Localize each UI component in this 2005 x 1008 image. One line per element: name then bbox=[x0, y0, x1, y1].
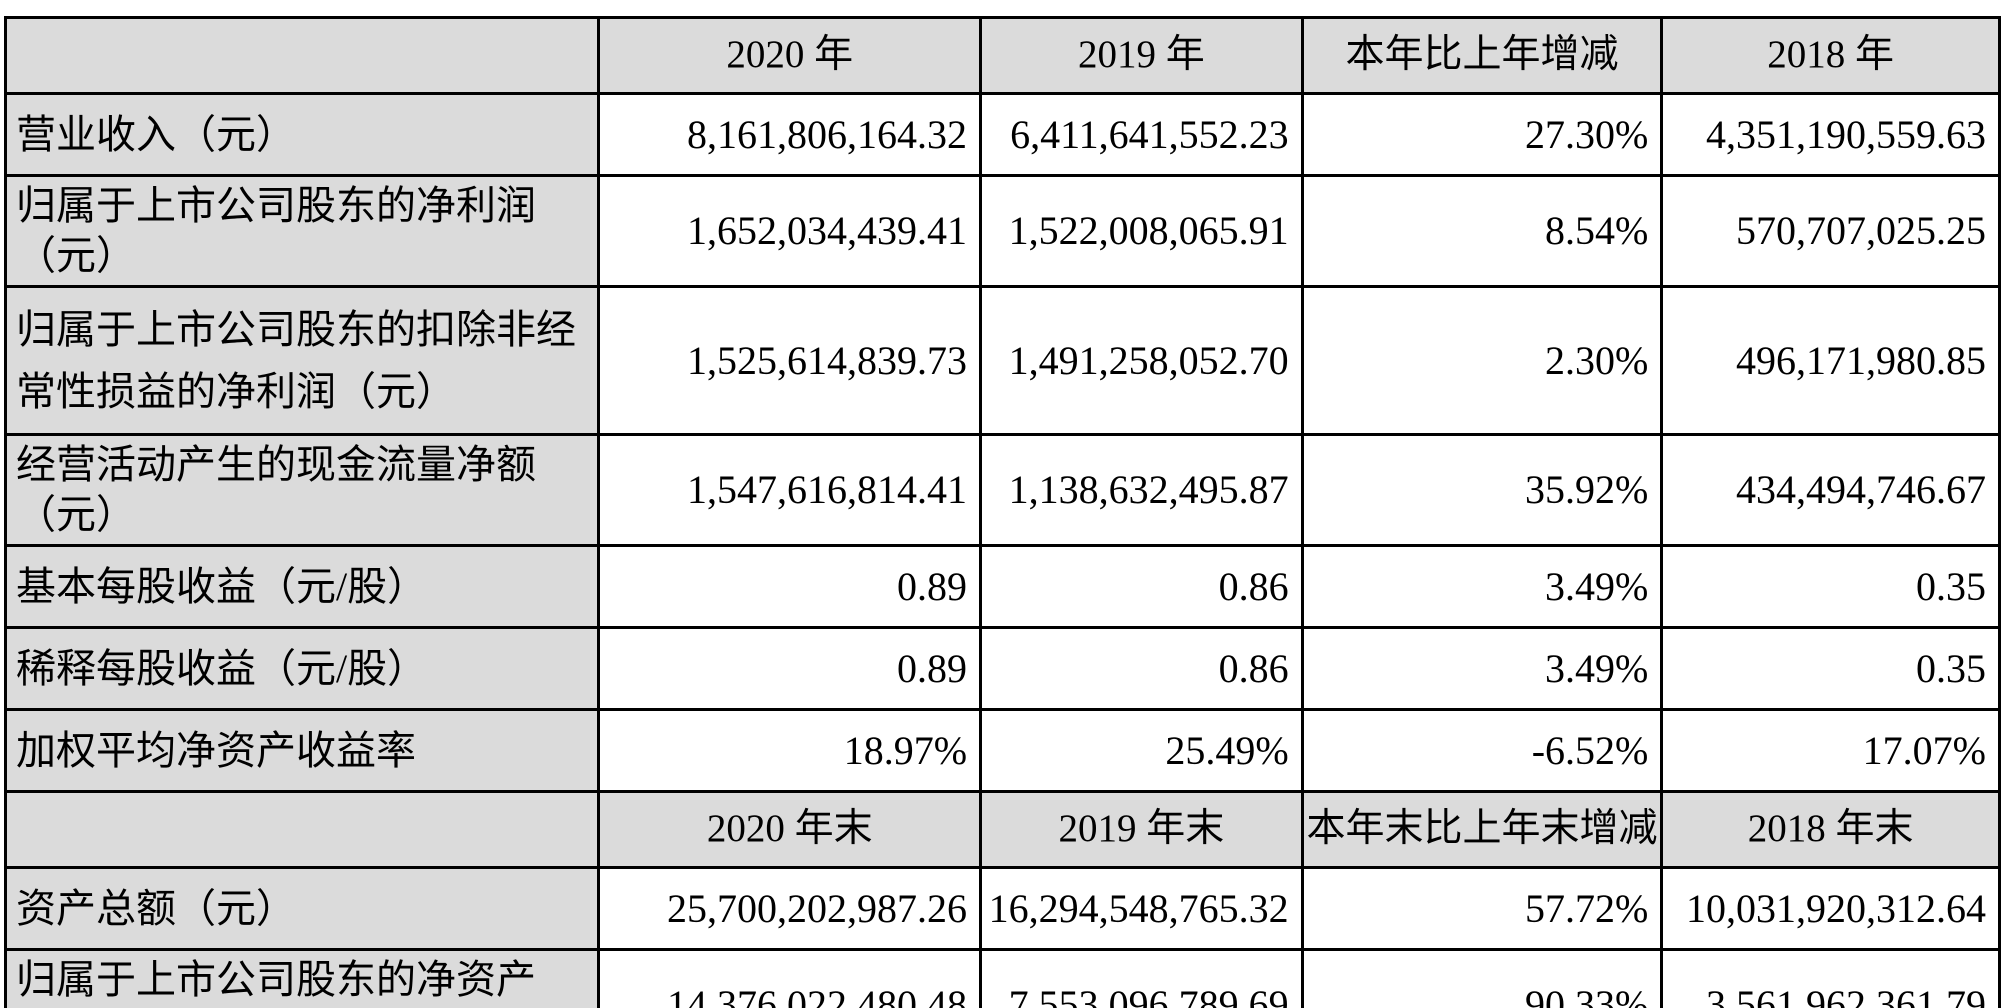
header-cell: 本年末比上年末增减 bbox=[1300, 790, 1664, 869]
table-row: 资产总额（元） 25,700,202,987.26 16,294,548,765.3… bbox=[3, 866, 2001, 951]
row-label: 加权平均净资产收益率 bbox=[3, 708, 601, 793]
row-value: 27.30% bbox=[1300, 92, 1664, 177]
row-value: 16,294,548,765.32 bbox=[979, 866, 1304, 951]
row-value: 25.49% bbox=[979, 708, 1304, 793]
row-value: 1,525,614,839.73 bbox=[597, 285, 983, 436]
row-label: 基本每股收益（元/股） bbox=[3, 544, 601, 629]
row-value: 8.54% bbox=[1300, 174, 1664, 288]
header-cell: 2019 年 bbox=[979, 16, 1304, 95]
row-value: 8,161,806,164.32 bbox=[597, 92, 983, 177]
row-value: 90.33% bbox=[1300, 948, 1664, 1008]
table-row: 基本每股收益（元/股） 0.89 0.86 3.49% 0.35 bbox=[3, 544, 2001, 629]
row-label: 归属于上市公司股东的扣除非经常性损益的净利润（元） bbox=[3, 285, 601, 436]
row-label: 经营活动产生的现金流量净额（元） bbox=[3, 433, 601, 547]
row-value: 25,700,202,987.26 bbox=[597, 866, 983, 951]
row-value: 10,031,920,312.64 bbox=[1660, 866, 2001, 951]
financial-summary-table: 2020 年 2019 年本年比上年增减 2018 年营业收入（元） 8,161,80… bbox=[3, 16, 2001, 1008]
row-value: 3.49% bbox=[1300, 544, 1664, 629]
row-value: 35.92% bbox=[1300, 433, 1664, 547]
row-value: 6,411,641,552.23 bbox=[979, 92, 1304, 177]
header-cell: 本年比上年增减 bbox=[1300, 16, 1664, 95]
row-label: 稀释每股收益（元/股） bbox=[3, 626, 601, 711]
row-label: 归属于上市公司股东的净利润（元） bbox=[3, 174, 601, 288]
row-value: 14,376,022,480.48 bbox=[597, 948, 983, 1008]
table-row: 归属于上市公司股东的净利润（元） 1,652,034,439.41 1,522,00… bbox=[3, 174, 2001, 288]
row-value: 0.89 bbox=[597, 626, 983, 711]
header-cell: 2018 年 bbox=[1660, 16, 2001, 95]
row-value: 0.35 bbox=[1660, 544, 2001, 629]
row-value: 0.35 bbox=[1660, 626, 2001, 711]
row-value: 1,138,632,495.87 bbox=[979, 433, 1304, 547]
table-row: 营业收入（元） 8,161,806,164.32 6,411,641,552.23 2… bbox=[3, 92, 2001, 177]
row-value: 4,351,190,559.63 bbox=[1660, 92, 2001, 177]
row-value: 17.07% bbox=[1660, 708, 2001, 793]
header-cell: 2019 年末 bbox=[979, 790, 1304, 869]
row-value: 0.86 bbox=[979, 626, 1304, 711]
row-value: 496,171,980.85 bbox=[1660, 285, 2001, 436]
table-body: 2020 年 2019 年本年比上年增减 2018 年营业收入（元） 8,161,80… bbox=[3, 16, 2001, 1008]
table-row: 经营活动产生的现金流量净额（元） 1,547,616,814.41 1,138,63… bbox=[3, 433, 2001, 547]
table-row: 归属于上市公司股东的扣除非经常性损益的净利润（元） 1,525,614,839.7… bbox=[3, 285, 2001, 436]
row-label: 营业收入（元） bbox=[3, 92, 601, 177]
table-row: 加权平均净资产收益率 18.97% 25.49% -6.52% 17.07% bbox=[3, 708, 2001, 793]
row-value: 1,522,008,065.91 bbox=[979, 174, 1304, 288]
row-value: 57.72% bbox=[1300, 866, 1664, 951]
table-row: 归属于上市公司股东的净资产（元）14,376,022,480.487,553,0… bbox=[3, 948, 2001, 1008]
row-value: 0.89 bbox=[597, 544, 983, 629]
row-value: 3,561,962,361.79 bbox=[1660, 948, 2001, 1008]
row-label: 归属于上市公司股东的净资产（元） bbox=[3, 948, 601, 1008]
table-row: 稀释每股收益（元/股） 0.89 0.86 3.49% 0.35 bbox=[3, 626, 2001, 711]
row-value: 1,491,258,052.70 bbox=[979, 285, 1304, 436]
row-value: 3.49% bbox=[1300, 626, 1664, 711]
row-value: -6.52% bbox=[1300, 708, 1664, 793]
section-2-header-row: 2020 年末 2019 年末 本年末比上年末增减 2018 年末 bbox=[3, 790, 2001, 869]
section-1-header-row: 2020 年 2019 年本年比上年增减 2018 年 bbox=[3, 16, 2001, 95]
row-value: 570,707,025.25 bbox=[1660, 174, 2001, 288]
row-label: 资产总额（元） bbox=[3, 866, 601, 951]
header-empty-cell bbox=[3, 16, 601, 95]
row-value: 7,553,096,789.69 bbox=[979, 948, 1304, 1008]
header-cell: 2020 年 bbox=[597, 16, 983, 95]
row-value: 18.97% bbox=[597, 708, 983, 793]
row-value: 0.86 bbox=[979, 544, 1304, 629]
header-cell: 2020 年末 bbox=[597, 790, 983, 869]
row-value: 434,494,746.67 bbox=[1660, 433, 2001, 547]
row-value: 1,652,034,439.41 bbox=[597, 174, 983, 288]
header-empty-cell bbox=[3, 790, 601, 869]
row-value: 2.30% bbox=[1300, 285, 1664, 436]
header-cell: 2018 年末 bbox=[1660, 790, 2001, 869]
row-value: 1,547,616,814.41 bbox=[597, 433, 983, 547]
